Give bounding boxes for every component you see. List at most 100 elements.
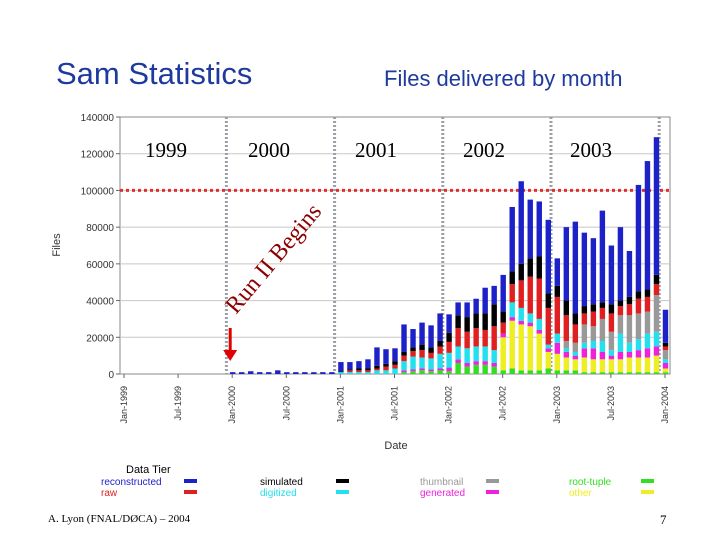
bar-segment-raw xyxy=(464,331,470,349)
bar-segment-root-tuple xyxy=(437,370,443,374)
bar-segment-generated xyxy=(410,369,416,372)
bar-segment-digitized xyxy=(644,333,651,349)
bar-segment-generated xyxy=(662,362,669,369)
bar-segment-simulated xyxy=(455,315,461,329)
bar-segment-generated xyxy=(482,361,488,365)
bar-segment-reconstructed xyxy=(338,362,344,372)
y-tick-label: 40000 xyxy=(86,297,114,308)
legend-swatch-other xyxy=(641,490,654,494)
bar-segment-root-tuple xyxy=(644,372,651,374)
bar-segment-simulated xyxy=(599,302,606,308)
bar-segment-digitized xyxy=(419,357,425,369)
bar-segment-root-tuple xyxy=(527,370,533,374)
bar-segment-simulated xyxy=(383,363,389,367)
bar-segment-simulated xyxy=(518,263,524,281)
bar-segment-simulated xyxy=(527,258,533,277)
bar-segment-root-tuple xyxy=(446,371,452,374)
bar-segment-root-tuple xyxy=(464,366,470,374)
bar-segment-reconstructed xyxy=(356,361,362,369)
bar-segment-other xyxy=(518,324,524,371)
bar-segment-generated xyxy=(464,362,470,367)
bar-segment-digitized xyxy=(572,351,579,356)
bar-segment-raw xyxy=(644,296,651,312)
bar-segment-root-tuple xyxy=(428,371,434,374)
bar-segment-generated xyxy=(437,368,443,371)
bar-segment-raw xyxy=(455,328,461,347)
x-tick-label: Jul-1999 xyxy=(173,386,183,421)
bar-segment-generated xyxy=(509,317,515,321)
bar-segment-generated xyxy=(473,361,479,365)
bar-segment-raw xyxy=(491,326,497,351)
bar-segment-digitized xyxy=(392,368,398,374)
bar-segment-simulated xyxy=(563,300,570,316)
bar-segment-reconstructed xyxy=(329,372,335,374)
bar-segment-simulated xyxy=(365,368,371,371)
bar-segment-thumbnail xyxy=(599,318,606,341)
bar-segment-reconstructed xyxy=(509,206,515,272)
bar-segment-raw xyxy=(581,313,588,325)
bar-segment-raw xyxy=(428,352,434,359)
bar-segment-raw xyxy=(608,313,615,332)
legend-label-raw: raw xyxy=(101,488,118,499)
bar-segment-digitized xyxy=(491,350,497,363)
year-label: 2001 xyxy=(355,138,397,162)
bar-segment-generated xyxy=(491,362,497,367)
bar-segment-reconstructed xyxy=(392,348,398,362)
bar-segment-simulated xyxy=(662,342,669,347)
bar-segment-simulated xyxy=(419,344,425,351)
bar-segment-reconstructed xyxy=(257,372,263,374)
bar-segment-root-tuple xyxy=(473,364,479,374)
bar-segment-simulated xyxy=(473,313,479,329)
bar-segment-generated xyxy=(446,367,452,372)
bar-segment-simulated xyxy=(347,369,353,371)
bar-segment-raw xyxy=(626,304,633,316)
legend-label-other: other xyxy=(569,488,592,499)
bar-segment-digitized xyxy=(563,348,570,352)
bar-segment-simulated xyxy=(401,351,407,356)
bar-segment-reconstructed xyxy=(581,232,588,307)
bar-segment-reconstructed xyxy=(608,245,615,305)
bar-segment-simulated xyxy=(509,271,515,285)
y-tick-label: 80000 xyxy=(86,223,114,234)
bar-segment-raw xyxy=(473,328,479,347)
bar-segment-digitized xyxy=(599,340,606,352)
bar-segment-thumbnail xyxy=(653,295,660,332)
bar-segment-root-tuple xyxy=(572,370,579,374)
bar-segment-root-tuple xyxy=(500,370,506,374)
run2-arrow-head xyxy=(223,350,238,361)
x-tick-label: Jul-2003 xyxy=(606,386,616,421)
bar-segment-root-tuple xyxy=(536,370,542,374)
bar-segment-reconstructed xyxy=(662,309,669,343)
legend-swatch-root-tuple xyxy=(641,479,654,483)
bar-segment-digitized xyxy=(455,346,461,360)
bar-segment-digitized xyxy=(554,333,560,343)
legend-swatch-raw xyxy=(184,490,197,494)
bar-segment-raw xyxy=(662,346,669,351)
y-tick-label: 0 xyxy=(108,370,114,381)
bar-segment-root-tuple xyxy=(401,372,407,374)
bar-segment-digitized xyxy=(536,318,542,330)
bar-segment-reconstructed xyxy=(473,298,479,314)
bar-segment-root-tuple xyxy=(662,372,669,374)
bar-segment-reconstructed xyxy=(419,322,425,345)
bar-segment-other xyxy=(527,326,533,371)
bar-segment-thumbnail xyxy=(626,315,633,343)
bar-segment-digitized xyxy=(464,348,470,363)
bar-segment-generated xyxy=(572,355,579,360)
bar-segment-root-tuple xyxy=(626,372,633,374)
bar-segment-simulated xyxy=(653,274,660,285)
bar-segment-reconstructed xyxy=(302,372,308,374)
bar-segment-reconstructed xyxy=(572,221,579,314)
bar-segment-reconstructed xyxy=(293,372,299,374)
bar-segment-generated xyxy=(644,348,651,358)
bar-segment-digitized xyxy=(347,372,353,374)
y-tick-label: 120000 xyxy=(81,150,115,161)
bar-segment-digitized xyxy=(653,331,660,347)
legend-swatch-reconstructed xyxy=(184,479,197,483)
bar-segment-raw xyxy=(545,307,551,345)
legend-label-digitized: digitized xyxy=(260,488,297,499)
bar-segment-generated xyxy=(428,369,434,372)
bar-segment-digitized xyxy=(608,350,615,356)
page-number: 7 xyxy=(660,512,667,527)
bar-segment-digitized xyxy=(383,370,389,374)
